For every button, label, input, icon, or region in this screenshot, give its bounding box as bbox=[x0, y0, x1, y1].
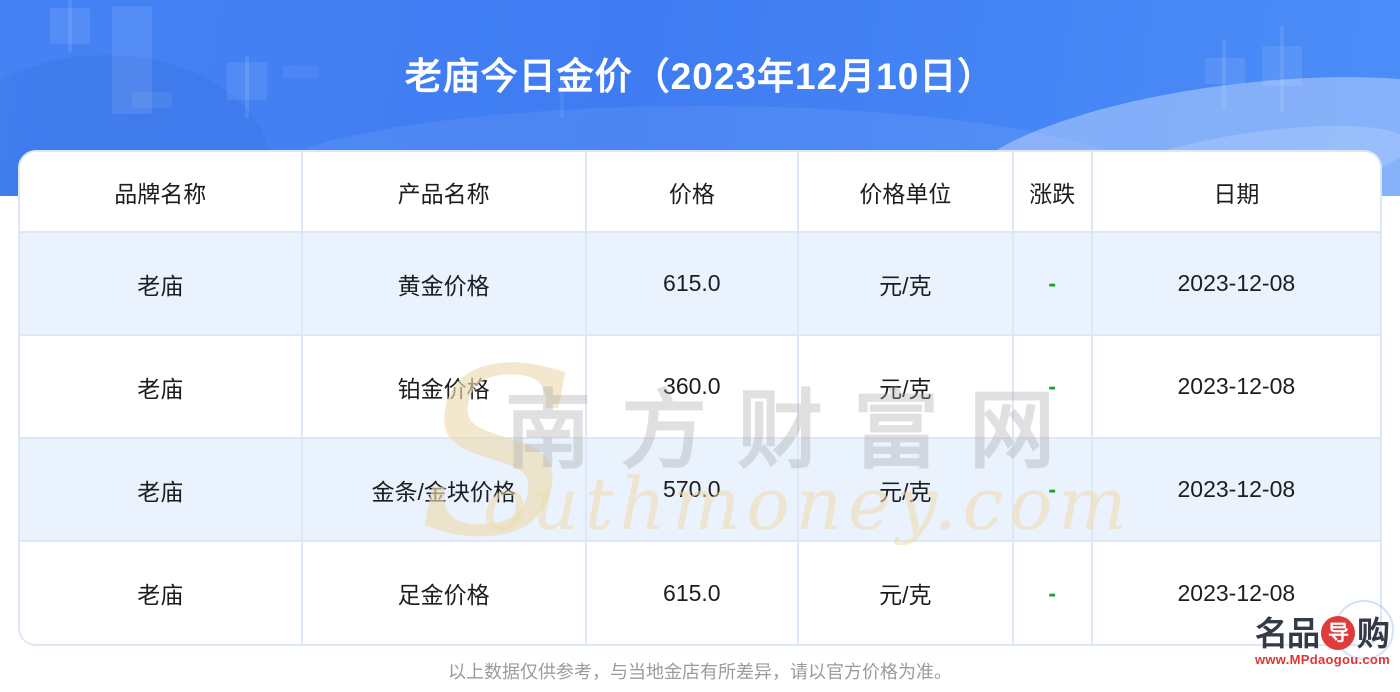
cell-brand: 老庙 bbox=[20, 335, 303, 439]
site-logo-text: 名品 导 购 bbox=[1255, 616, 1390, 650]
cell-product: 金条/金块价格 bbox=[301, 438, 587, 542]
cell-date: 2023-12-08 bbox=[1091, 335, 1380, 439]
candlestick-icon bbox=[283, 66, 319, 78]
candlestick-icon bbox=[1262, 46, 1302, 86]
column-header: 涨跌 bbox=[1012, 152, 1093, 233]
column-header: 价格单位 bbox=[797, 152, 1014, 233]
cell-product: 黄金价格 bbox=[301, 232, 587, 336]
cell-change: - bbox=[1012, 335, 1093, 439]
column-header: 日期 bbox=[1091, 152, 1380, 233]
table-row: 老庙 金条/金块价格 570.0 元/克 -2023-12-08 bbox=[20, 438, 1380, 542]
table-row: 老庙 足金价格 615.0 元/克 - 2023-12-08 bbox=[20, 541, 1380, 644]
cell-date: 2023-12-08 bbox=[1091, 438, 1380, 542]
candlestick-icon bbox=[132, 92, 172, 108]
cell-price: 615.0 bbox=[585, 541, 799, 644]
logo-text-right: 购 bbox=[1356, 614, 1390, 652]
table-row: 老庙 铂金价格 360.0 元/克 -2023-12-08 bbox=[20, 335, 1380, 439]
logo-badge-icon: 导 bbox=[1320, 616, 1355, 650]
column-header: 品牌名称 bbox=[20, 152, 303, 233]
table-row: 老庙 黄金价格 615.0 元/克 -2023-12-08 bbox=[20, 232, 1380, 336]
cell-change: - bbox=[1012, 438, 1093, 542]
cell-brand: 老庙 bbox=[20, 438, 303, 542]
site-logo-url: www.MPdaogou.com bbox=[1254, 652, 1390, 667]
cell-change: - bbox=[1012, 232, 1093, 336]
page-title: 老庙今日金价（2023年12月10日） bbox=[404, 56, 996, 97]
cell-product: 铂金价格 bbox=[301, 335, 587, 439]
candlestick-wick-icon bbox=[245, 56, 249, 118]
candlestick-icon bbox=[1205, 58, 1245, 84]
candlestick-wick-icon bbox=[1222, 40, 1226, 110]
site-logo-link[interactable]: 名品 导 购 www.MPdaogou.com bbox=[1254, 600, 1394, 667]
cell-unit: 元/克 bbox=[797, 335, 1014, 439]
candlestick-wick-icon bbox=[1280, 26, 1284, 112]
table-header-row: 品牌名称 产品名称 价格 价格单位 涨跌 日期 bbox=[20, 152, 1380, 233]
column-header: 价格 bbox=[585, 152, 799, 233]
candlestick-icon bbox=[227, 62, 267, 100]
cell-unit: 元/克 bbox=[797, 438, 1014, 542]
cell-change: - bbox=[1012, 541, 1093, 644]
disclaimer-text: 以上数据仅供参考，与当地金店有所差异，请以官方价格为准。 bbox=[448, 662, 952, 682]
cell-unit: 元/克 bbox=[797, 232, 1014, 336]
cell-date: 2023-12-08 bbox=[1177, 579, 1296, 606]
cell-price: 615.0 bbox=[585, 232, 799, 336]
cell-price: 570.0 bbox=[585, 438, 799, 542]
gold-price-table-card: 品牌名称 产品名称 价格 价格单位 涨跌 日期 老庙 黄金价格 615.0 元/克 -2023-1… bbox=[18, 150, 1382, 646]
cell-product: 足金价格 bbox=[301, 541, 587, 644]
cell-brand: 老庙 bbox=[20, 232, 303, 336]
candlestick-icon bbox=[112, 6, 152, 114]
gold-price-table: 品牌名称 产品名称 价格 价格单位 涨跌 日期 老庙 黄金价格 615.0 元/克 -2023-1… bbox=[20, 152, 1380, 644]
table-body: 老庙 黄金价格 615.0 元/克 -2023-12-08 老庙 铂金价格 360.0 元/克 -… bbox=[20, 232, 1380, 644]
cell-unit: 元/克 bbox=[797, 541, 1014, 644]
candlestick-wick-icon bbox=[560, 78, 564, 118]
logo-text-left: 名品 bbox=[1254, 614, 1320, 652]
candlestick-wick-icon bbox=[68, 0, 72, 52]
candlestick-icon bbox=[50, 8, 90, 44]
cell-brand: 老庙 bbox=[20, 541, 303, 644]
column-header: 产品名称 bbox=[301, 152, 587, 233]
cell-price: 360.0 bbox=[585, 335, 799, 439]
cell-date: 2023-12-08 bbox=[1091, 232, 1380, 336]
